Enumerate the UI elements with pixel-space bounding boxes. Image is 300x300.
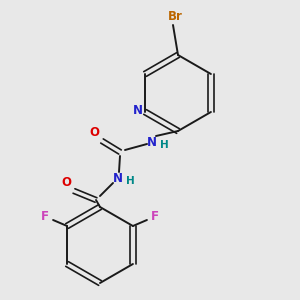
- Text: N: N: [133, 103, 143, 116]
- Text: F: F: [41, 209, 49, 223]
- Text: H: H: [160, 140, 168, 150]
- Text: Br: Br: [168, 11, 182, 23]
- Text: H: H: [126, 176, 134, 186]
- Text: F: F: [151, 209, 159, 223]
- Text: O: O: [61, 176, 71, 190]
- Text: O: O: [89, 127, 99, 140]
- Text: N: N: [147, 136, 157, 148]
- Text: N: N: [113, 172, 123, 184]
